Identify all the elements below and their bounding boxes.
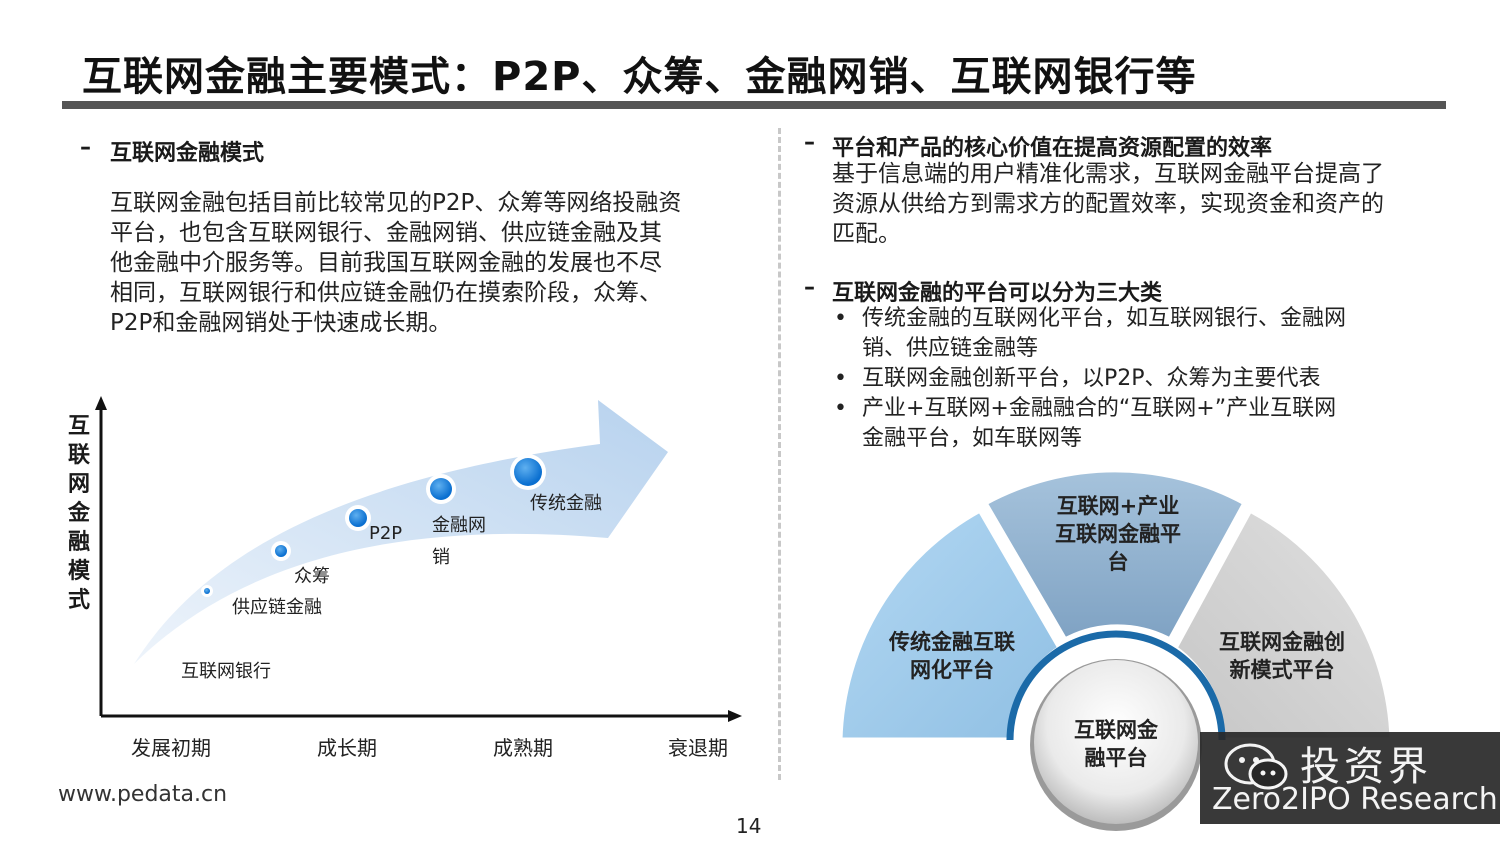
right-section2-heading: 互联网金融的平台可以分为三大类 <box>832 281 1163 306</box>
y-axis-char: 金 <box>67 501 90 526</box>
bullet-line: 互联网金融创新平台，以P2P、众筹为主要代表 <box>862 366 1321 391</box>
center-label: 互联网金 融平台 <box>1046 716 1186 772</box>
stage-dot <box>510 454 546 490</box>
right-section1-dash: – <box>804 130 815 155</box>
bullet-item: • 互联网金融创新平台，以P2P、众筹为主要代表 <box>834 364 1454 394</box>
x-tick-label: 成熟期 <box>493 736 553 760</box>
center-line: 互联网金 <box>1074 718 1158 742</box>
bullet-text: 互联网金融创新平台，以P2P、众筹为主要代表 <box>862 364 1321 394</box>
bullet-symbol: • <box>834 366 847 391</box>
segment-right-label: 互联网金融创 新模式平台 <box>1202 628 1362 684</box>
watermark-en: Zero2IPO Research <box>1212 782 1498 817</box>
stage-label: 众筹 <box>294 566 330 587</box>
stage-label: 传统金融 <box>530 493 602 514</box>
left-paragraph: 互联网金融包括目前比较常见的P2P、众筹等网络投融资 平台，也包含互联网银行、金… <box>110 188 770 338</box>
bullet-text: 传统金融的互联网化平台，如互联网银行、金融网 销、供应链金融等 <box>862 304 1346 364</box>
bullet-text: 产业+互联网+金融融合的“互联网+”产业互联网 金融平台，如车联网等 <box>862 394 1336 454</box>
left-paragraph-line: 互联网金融包括目前比较常见的P2P、众筹等网络投融资 <box>110 190 682 216</box>
bullet-line: 传统金融的互联网化平台，如互联网银行、金融网 <box>862 306 1347 331</box>
bullet-symbol: • <box>834 396 847 421</box>
right-section2-dash: – <box>804 275 815 300</box>
right-paragraph-line: 资源从供给方到需求方的配置效率，实现资金和资产的 <box>832 191 1384 217</box>
segment-top-line: 互联网金融平 <box>1055 522 1181 546</box>
x-tick-label: 发展初期 <box>131 736 211 760</box>
y-axis-char: 网 <box>67 472 90 497</box>
stage-dot <box>345 505 371 531</box>
segment-left-label: 传统金融互联 网化平台 <box>872 628 1032 684</box>
footer-url: www.pedata.cn <box>58 782 228 807</box>
stage-label: 销 <box>432 547 450 568</box>
bullet-item: • 产业+互联网+金融融合的“互联网+”产业互联网 金融平台，如车联网等 <box>834 394 1454 454</box>
column-divider <box>778 128 781 780</box>
center-ring <box>1006 630 1226 741</box>
segment-right-line: 互联网金融创 <box>1219 630 1345 654</box>
segment-top <box>981 467 1249 644</box>
bullet-line: 产业+互联网+金融融合的“互联网+”产业互联网 <box>862 396 1337 421</box>
bullet-line: 销、供应链金融等 <box>862 336 1039 361</box>
stage-dot <box>201 585 213 597</box>
title-rule <box>62 101 1446 109</box>
bullet-line: 金融平台，如车联网等 <box>862 426 1083 451</box>
y-axis-char: 互 <box>67 414 90 439</box>
segment-top-line: 台 <box>1107 550 1129 574</box>
x-tick-label: 成长期 <box>317 736 377 760</box>
x-tick-label: 衰退期 <box>668 736 728 760</box>
segment-left-line: 网化平台 <box>910 658 994 682</box>
center-line: 融平台 <box>1084 746 1148 770</box>
y-axis-char: 式 <box>67 588 90 613</box>
left-heading: 互联网金融模式 <box>110 141 265 166</box>
segment-left-line: 传统金融互联 <box>889 630 1015 654</box>
segment-top-label: 互联网+产业 互联网金融平 台 <box>1038 492 1198 576</box>
watermark-cn: 投资界 <box>1300 744 1432 790</box>
left-paragraph-line: 平台，也包含互联网银行、金融网销、供应链金融及其 <box>110 220 662 246</box>
stage-label: P2P <box>369 523 403 544</box>
page-title: 互联网金融主要模式：P2P、众筹、金融网销、互联网银行等 <box>82 54 1197 100</box>
stage-label: 互联网银行 <box>181 661 271 682</box>
right-section1-heading: 平台和产品的核心价值在提高资源配置的效率 <box>832 136 1273 161</box>
y-axis-char: 融 <box>67 530 90 555</box>
left-paragraph-line: 相同，互联网银行和供应链金融仍在摸索阶段，众筹、 <box>110 280 662 306</box>
bullet-symbol: • <box>834 306 847 331</box>
stage-label: 金融网 <box>432 515 486 536</box>
center-circle <box>1034 660 1198 824</box>
x-axis-arrowhead <box>728 710 742 722</box>
y-axis-label: 互 联 网 金 融 模 式 <box>66 412 92 615</box>
left-heading-dash: – <box>80 135 91 160</box>
y-axis-char: 联 <box>67 443 90 468</box>
wechat-icon <box>1224 743 1288 790</box>
segment-right-line: 新模式平台 <box>1229 658 1335 682</box>
right-paragraph-line: 匹配。 <box>832 221 901 247</box>
stage-label: 供应链金融 <box>232 597 322 618</box>
left-paragraph-line: 他金融中介服务等。目前我国互联网金融的发展也不尽 <box>110 250 662 276</box>
segment-top-line: 互联网+产业 <box>1056 494 1180 518</box>
page-number: 14 <box>736 814 762 838</box>
stage-dot <box>426 474 456 504</box>
bullet-item: • 传统金融的互联网化平台，如互联网银行、金融网 销、供应链金融等 <box>834 304 1454 364</box>
right-section1-paragraph: 基于信息端的用户精准化需求，互联网金融平台提高了 资源从供给方到需求方的配置效率… <box>832 159 1452 249</box>
bullet-list: • 传统金融的互联网化平台，如互联网银行、金融网 销、供应链金融等 • 互联网金… <box>834 304 1454 454</box>
right-paragraph-line: 基于信息端的用户精准化需求，互联网金融平台提高了 <box>832 161 1384 187</box>
y-axis-arrowhead <box>95 396 107 410</box>
left-paragraph-line: P2P和金融网销处于快速成长期。 <box>110 310 452 336</box>
y-axis-char: 模 <box>67 559 90 584</box>
stage-dot <box>271 541 291 561</box>
